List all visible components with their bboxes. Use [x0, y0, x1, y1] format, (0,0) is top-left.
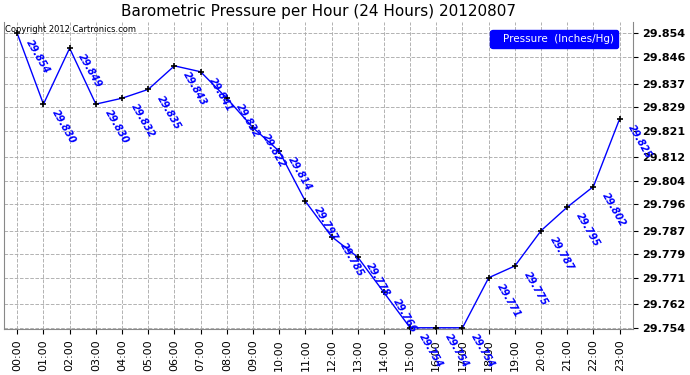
Text: 29.775: 29.775: [522, 270, 549, 308]
Text: 29.849: 29.849: [77, 53, 104, 90]
Text: 29.854: 29.854: [24, 38, 52, 75]
Text: 29.843: 29.843: [181, 70, 209, 108]
Text: 29.787: 29.787: [548, 235, 575, 272]
Text: 29.754: 29.754: [417, 332, 444, 369]
Text: 29.841: 29.841: [208, 76, 235, 113]
Text: 29.822: 29.822: [260, 132, 287, 169]
Text: 29.832: 29.832: [234, 102, 261, 140]
Text: 29.835: 29.835: [155, 94, 183, 131]
Text: 29.802: 29.802: [600, 190, 628, 228]
Legend: Pressure  (Inches/Hg): Pressure (Inches/Hg): [491, 30, 618, 48]
Text: 29.771: 29.771: [495, 282, 523, 320]
Text: 29.797: 29.797: [313, 206, 339, 243]
Text: 29.814: 29.814: [286, 155, 313, 193]
Text: 29.825: 29.825: [627, 123, 654, 160]
Text: 29.785: 29.785: [339, 241, 366, 278]
Text: 29.830: 29.830: [103, 108, 130, 146]
Text: Copyright 2012 Cartronics.com: Copyright 2012 Cartronics.com: [6, 25, 137, 34]
Title: Barometric Pressure per Hour (24 Hours) 20120807: Barometric Pressure per Hour (24 Hours) …: [121, 4, 516, 19]
Text: 29.754: 29.754: [443, 332, 471, 369]
Text: 29.830: 29.830: [50, 108, 78, 146]
Text: 29.778: 29.778: [365, 261, 392, 299]
Text: 29.832: 29.832: [129, 102, 157, 140]
Text: 29.795: 29.795: [574, 211, 602, 249]
Text: 29.766: 29.766: [391, 297, 418, 334]
Text: 29.754: 29.754: [469, 332, 497, 369]
